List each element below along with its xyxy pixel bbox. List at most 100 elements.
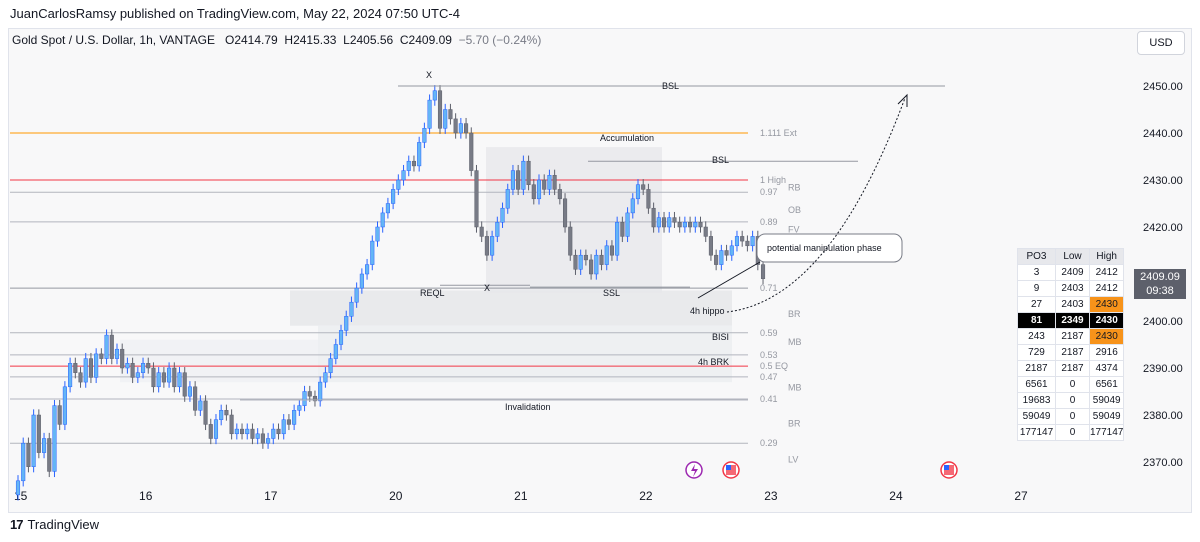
flag-canton-icon (726, 465, 731, 470)
candle-body (52, 405, 57, 472)
fib-level-label: 0.47 (760, 372, 778, 382)
po3-table: PO3 Low High 3 2409 2412 9 2403 2412 27 2403 2430 81… (1017, 248, 1125, 441)
po3-row: 729 2187 2916 (1017, 344, 1125, 361)
symbol-legend[interactable]: Gold Spot / U.S. Dollar, 1h, VANTAGE O 24… (12, 33, 541, 47)
candle-body (427, 99, 432, 129)
brk-label: 4h BRK (698, 357, 729, 367)
candle-body (573, 254, 578, 270)
candle-body (318, 381, 323, 402)
open-label: O (224, 33, 235, 47)
low-value: 2405.56 (349, 33, 394, 47)
candle-body (443, 109, 448, 129)
po3-cell: 2187 (1055, 344, 1090, 361)
candle-body (26, 442, 31, 467)
reql-label: REQL (420, 288, 445, 298)
po3-cell: 177147 (1088, 424, 1125, 441)
po3-cell: 6561 (1088, 376, 1125, 393)
po3-row: 2187 2187 4374 (1017, 360, 1125, 377)
symbol-title: Gold Spot / U.S. Dollar, 1h, VANTAGE (12, 33, 215, 47)
candle-body (42, 438, 47, 453)
candle-body (286, 419, 291, 425)
candle-body (719, 250, 724, 265)
candle-body (380, 212, 385, 228)
po3-cell: 59049 (1088, 408, 1125, 425)
x-axis-tick: 21 (514, 489, 528, 503)
po3-cell: 729 (1017, 344, 1056, 361)
candle-body (281, 419, 286, 435)
candle-body (266, 438, 271, 444)
po3-row: 177147 0 177147 (1017, 424, 1125, 441)
zone-label: OB (788, 205, 801, 215)
po3-cell: 2412 (1088, 264, 1125, 281)
candle-body (94, 353, 99, 378)
candle-body (125, 363, 130, 369)
candle-body (625, 212, 630, 237)
candle-body (375, 226, 380, 242)
candle-body (536, 179, 542, 200)
candle-body (609, 245, 614, 256)
po3-cell: 243 (1017, 328, 1056, 345)
candle-body (495, 222, 500, 237)
po3-cell: 9 (1017, 280, 1056, 297)
candle-body (365, 264, 370, 275)
candle-body (552, 175, 557, 190)
candle-body (83, 358, 88, 383)
callout-text: potential manipulation phase (767, 243, 882, 253)
candle-body (198, 400, 203, 411)
candle-body (729, 245, 734, 256)
candle-body (391, 189, 396, 204)
y-axis-tick: 2430.00 (1143, 175, 1183, 187)
candle-body (432, 90, 437, 101)
candle-body (349, 301, 354, 317)
zone-label: LV (788, 455, 798, 465)
zone-label: BR (788, 309, 801, 319)
candle-body (698, 222, 703, 228)
candle-body (760, 264, 766, 279)
candle-body (531, 184, 536, 200)
candle-body (167, 367, 172, 383)
candle-body (182, 372, 187, 397)
candle-body (406, 160, 411, 171)
candle-body (401, 170, 406, 181)
candle-body (500, 207, 505, 223)
candle-body (359, 273, 364, 289)
candle-body (68, 363, 73, 388)
candle-body (417, 142, 422, 167)
candle-body (453, 118, 458, 134)
candle-body (615, 222, 620, 256)
po3-cell: 4374 (1088, 360, 1125, 377)
candle-body (734, 236, 740, 247)
y-axis-tick: 2420.00 (1143, 222, 1183, 234)
bar-countdown: 09:38 (1146, 285, 1174, 297)
candle-body (750, 236, 755, 247)
candle-body (140, 363, 146, 373)
po3-cell: 2187 (1055, 328, 1090, 345)
candle-body (396, 179, 401, 190)
po3-cell: 2403 (1055, 280, 1090, 297)
candle-body (411, 160, 417, 167)
candle-body (422, 128, 427, 143)
candle-body (104, 334, 109, 359)
candle-body (589, 259, 594, 275)
candle-body (245, 428, 250, 435)
x-axis-tick: 20 (389, 489, 403, 503)
candle-body (229, 414, 234, 435)
currency-button[interactable]: USD (1137, 31, 1185, 55)
candle-body (526, 160, 531, 185)
candle-body (312, 395, 318, 402)
callout-box (756, 233, 903, 263)
candle-body (458, 123, 463, 134)
candle-body (338, 330, 344, 345)
candle-body (370, 240, 375, 265)
hippo-label: 4h hippo (690, 306, 725, 316)
fib-level-label: 0.59 (760, 328, 778, 338)
candle-body (479, 226, 484, 237)
zone-label: FV (788, 224, 800, 234)
po3-cell: 2409 (1055, 264, 1090, 281)
tradingview-logo-icon[interactable]: 17 (10, 517, 24, 532)
candle-body (563, 198, 568, 228)
bisi-label: BISI (712, 332, 729, 342)
candle-body (255, 433, 260, 439)
candle-body (208, 424, 213, 439)
